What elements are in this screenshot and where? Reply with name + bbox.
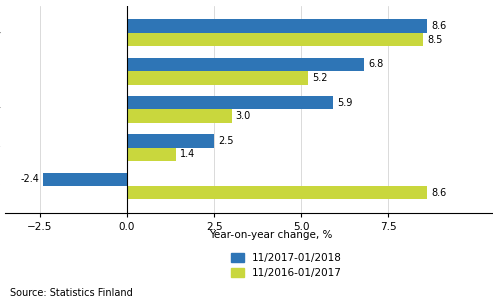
Bar [127, 71, 308, 85]
Text: 8.5: 8.5 [427, 35, 443, 45]
Bar [127, 109, 232, 123]
Text: Year-on-year change, %: Year-on-year change, % [210, 230, 333, 240]
Text: 8.6: 8.6 [431, 188, 446, 198]
Bar [127, 96, 333, 109]
Text: 6.8: 6.8 [368, 60, 384, 69]
Bar [127, 134, 214, 148]
Bar [127, 148, 176, 161]
Text: -2.4: -2.4 [20, 174, 39, 184]
Text: 3.0: 3.0 [236, 111, 251, 121]
Bar [127, 58, 364, 71]
Bar [127, 186, 427, 199]
Text: 1.4: 1.4 [180, 150, 195, 159]
Bar [127, 33, 423, 46]
Text: Source: Statistics Finland: Source: Statistics Finland [10, 288, 133, 298]
Text: 8.6: 8.6 [431, 21, 446, 31]
Legend: 11/2017-01/2018, 11/2016-01/2017: 11/2017-01/2018, 11/2016-01/2017 [227, 248, 346, 282]
Bar [43, 173, 127, 186]
Text: 5.9: 5.9 [337, 98, 352, 108]
Text: 5.2: 5.2 [313, 73, 328, 83]
Text: 2.5: 2.5 [218, 136, 234, 146]
Bar [127, 19, 427, 33]
